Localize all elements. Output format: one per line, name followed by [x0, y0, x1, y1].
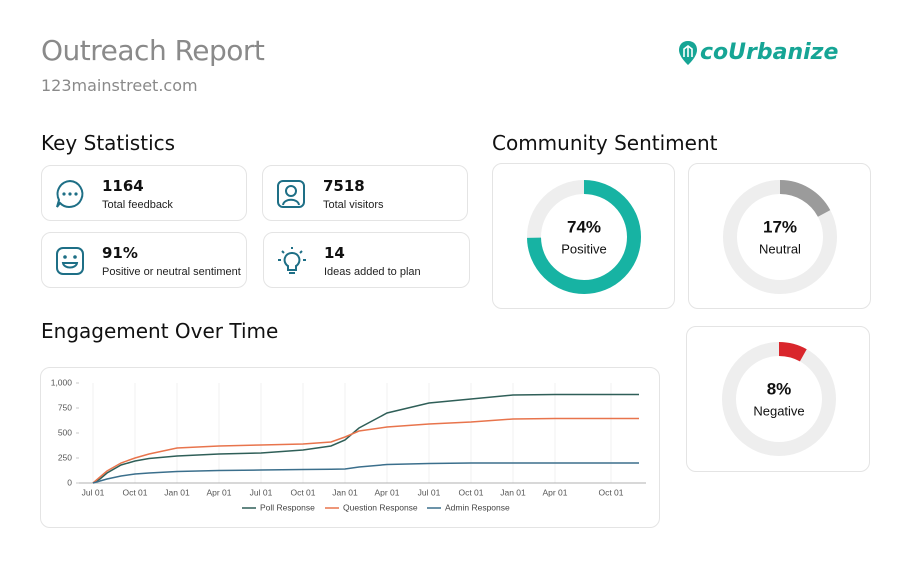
y-tick-label: 1,000 [51, 377, 73, 387]
stat-card: 91% Positive or neutral sentiment [41, 232, 247, 288]
icon [278, 247, 306, 274]
stat-card: 1164 Total feedback [41, 165, 247, 221]
stat-value: 1164 [102, 177, 144, 195]
icon [277, 180, 305, 208]
y-tick-label: 750 [58, 402, 72, 412]
stat-label: Total visitors [323, 199, 384, 211]
section-title: Key Statistics [41, 131, 176, 155]
donut-track [722, 342, 836, 456]
x-tick-label: Oct 01 [458, 487, 483, 497]
stat-value: 14 [324, 244, 345, 262]
logo-icon [679, 41, 697, 65]
x-tick-label: Apr 01 [542, 487, 567, 497]
y-tick-label: 500 [58, 427, 72, 437]
x-tick-label: Oct 01 [598, 487, 623, 497]
y-tick-label: 250 [58, 452, 72, 462]
stat-value: 91% [102, 244, 138, 262]
report-title: Outreach Report [41, 34, 265, 67]
stat-card: 7518 Total visitors [262, 165, 468, 221]
donut-arc [779, 180, 831, 217]
donut-value: 8% [767, 379, 792, 398]
section-title: Community Sentiment [492, 131, 718, 155]
report-subtitle: 123mainstreet.com [41, 76, 198, 95]
x-tick-label: Oct 01 [122, 487, 147, 497]
series-line [92, 393, 639, 484]
x-tick-label: Jul 01 [82, 487, 105, 497]
donut-value: 17% [763, 217, 797, 236]
x-tick-label: Apr 01 [206, 487, 231, 497]
series-line [92, 417, 639, 484]
stat-label: Ideas added to plan [324, 266, 421, 278]
legend-label: Question Response [343, 502, 418, 512]
y-tick-label: 0 [67, 477, 72, 487]
donut-arc [527, 180, 641, 294]
x-tick-label: Apr 01 [374, 487, 399, 497]
legend-label: Admin Response [445, 502, 510, 512]
x-tick-label: Jul 01 [418, 487, 441, 497]
stat-label: Positive or neutral sentiment [102, 266, 241, 278]
icon [56, 247, 84, 275]
donut-value: 74% [567, 217, 601, 236]
section-title: Engagement Over Time [41, 319, 279, 343]
donut-label: Negative [753, 403, 804, 418]
donut-arc [778, 342, 807, 362]
x-tick-label: Oct 01 [290, 487, 315, 497]
x-tick-label: Jul 01 [250, 487, 273, 497]
donut-label: Neutral [759, 241, 801, 256]
x-tick-label: Jan 01 [164, 487, 190, 497]
logo: coUrbanize [700, 40, 839, 65]
stat-label: Total feedback [102, 199, 173, 211]
x-tick-label: Jan 01 [500, 487, 526, 497]
donut-label: Positive [561, 241, 607, 256]
x-tick-label: Jan 01 [332, 487, 358, 497]
stat-card: 14 Ideas added to plan [263, 232, 470, 288]
series-line [92, 462, 639, 484]
icon [56, 179, 84, 208]
legend-label: Poll Response [260, 502, 315, 512]
stat-value: 7518 [323, 177, 365, 195]
